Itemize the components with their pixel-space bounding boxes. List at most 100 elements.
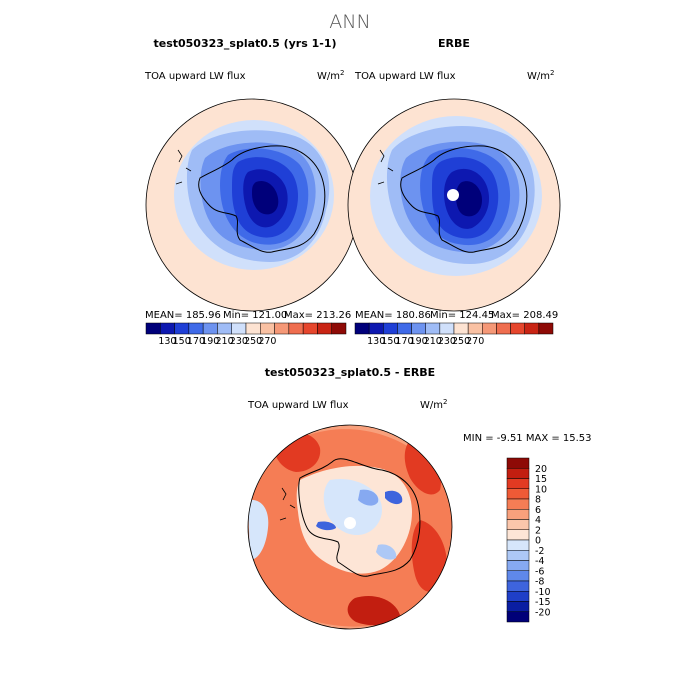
colorbar-swatch (453, 322, 469, 335)
colorbar-tick-label: 4 (535, 515, 541, 526)
colorbar-swatch (506, 601, 530, 612)
colorbar-swatch (202, 322, 218, 335)
colorbar-swatch (174, 322, 190, 335)
colorbar-swatch (506, 519, 530, 530)
colorbar-swatch (496, 322, 511, 335)
colorbar-tick-label: -8 (535, 577, 544, 588)
panel-right-title: ERBE (438, 37, 470, 50)
panel-right-min: Min= 124.45 (430, 310, 494, 321)
colorbar-swatch (260, 322, 275, 335)
colorbar-tick-label: 270 (466, 336, 484, 347)
colorbar-swatch (506, 539, 530, 551)
colorbar-tick-label: 130 (158, 336, 176, 347)
colorbar-swatch (383, 322, 398, 335)
colorbar-swatch (368, 322, 384, 335)
colorbar-tick-label: 230 (230, 336, 248, 347)
colorbar-swatch (510, 322, 525, 335)
panel-diff-title: test050323_splat0.5 - ERBE (265, 366, 435, 379)
colorbar-swatch (506, 570, 530, 582)
colorbar-tick-label: 15 (535, 474, 547, 485)
colorbar-tick-label: 10 (535, 484, 547, 495)
colorbar-tick-label: -10 (535, 587, 551, 598)
panel-left-units: W/m2 (317, 69, 344, 82)
colorbar-swatch (506, 457, 530, 469)
colorbar-swatch (506, 611, 530, 623)
colorbar-swatch (317, 322, 332, 335)
colorbar-tick-label: 250 (244, 336, 262, 347)
colorbar-tick-label: 8 (535, 495, 541, 506)
colorbar-swatch (467, 322, 483, 335)
colorbar-tick-label: 170 (395, 336, 413, 347)
colorbar-swatch (188, 322, 204, 335)
colorbar-tick-label: 2 (535, 525, 541, 536)
colorbar-swatch (302, 322, 318, 335)
panel-left-mean: MEAN= 185.96 (145, 310, 221, 321)
colorbar-swatch (425, 322, 441, 335)
colorbar-swatch (506, 550, 530, 561)
colorbar-swatch (538, 322, 554, 335)
colorbar-swatch (506, 529, 530, 541)
colorbar-swatch (274, 322, 290, 335)
panel-right-variable: TOA upward LW flux (354, 71, 456, 82)
colorbar-tick-label: 250 (452, 336, 470, 347)
colorbar-swatch (506, 560, 530, 571)
colorbar-tick-label: 170 (187, 336, 205, 347)
colorbar-swatch (506, 488, 530, 500)
colorbar-tick-label: 210 (216, 336, 234, 347)
colorbar-tick-label: 150 (173, 336, 191, 347)
colorbar-tick-label: 210 (424, 336, 442, 347)
colorbar-tick-label: 0 (535, 536, 541, 547)
colorbar-swatch (439, 322, 455, 335)
colorbar-swatch (506, 478, 530, 489)
colorbar-tick-label: 20 (535, 464, 547, 475)
colorbar-tick-label: -15 (535, 597, 551, 608)
panel-left-min: Min= 121.00 (223, 310, 287, 321)
colorbar-swatch (354, 322, 370, 335)
colorbar-swatch (288, 322, 304, 335)
panel-diff: test050323_splat0.5 - ERBE TOA upward LW… (247, 366, 592, 630)
colorbar-tick-label: 150 (381, 336, 399, 347)
panel-right: ERBE TOA upward LW flux W/m2 MEAN= 180.8… (347, 37, 561, 347)
colorbar-swatch (145, 322, 161, 335)
panel-left-variable: TOA upward LW flux (144, 71, 246, 82)
colorbar-swatch (506, 498, 530, 510)
colorbar-tick-label: -4 (535, 556, 544, 567)
map-diff (248, 425, 452, 629)
panel-diff-variable: TOA upward LW flux (247, 400, 349, 411)
colorbar-swatch (245, 322, 261, 335)
colorbar-swatch (160, 322, 175, 335)
colorbar-swatch (506, 509, 530, 520)
colorbar-tick-label: 270 (258, 336, 276, 347)
colorbar-swatch (524, 322, 540, 335)
colorbar-swatch (506, 468, 530, 479)
colorbar-tick-label: 230 (438, 336, 456, 347)
colorbar-swatch (411, 322, 426, 335)
colorbar-tick-label: -6 (535, 566, 544, 577)
map-right (348, 99, 560, 311)
colorbar-swatch (217, 322, 232, 335)
figure-title: ANN (329, 11, 370, 33)
panel-right-mean: MEAN= 180.86 (355, 310, 431, 321)
panel-diff-minmax: MIN = -9.51 MAX = 15.53 (463, 433, 592, 444)
panel-right-units: W/m2 (527, 69, 554, 82)
colorbar-tick-label: 6 (535, 505, 541, 516)
colorbar-swatch (231, 322, 247, 335)
panel-diff-units: W/m2 (420, 398, 447, 411)
colorbar-swatch (482, 322, 497, 335)
colorbar-tick-label: 190 (410, 336, 428, 347)
colorbar-swatch (506, 580, 530, 592)
colorbar-swatch (331, 322, 347, 335)
panel-right-max: Max= 208.49 (491, 310, 558, 321)
colorbar-swatch (397, 322, 412, 335)
colorbar-tick-label: -20 (535, 607, 551, 618)
colorbar-swatch (506, 591, 530, 602)
panel-left-title: test050323_splat0.5 (yrs 1-1) (153, 37, 336, 50)
map-left (146, 99, 358, 311)
panel-left-max: Max= 213.26 (284, 310, 351, 321)
colorbar-tick-label: -2 (535, 546, 544, 557)
panel-left: test050323_splat0.5 (yrs 1-1) TOA upward… (144, 37, 359, 347)
